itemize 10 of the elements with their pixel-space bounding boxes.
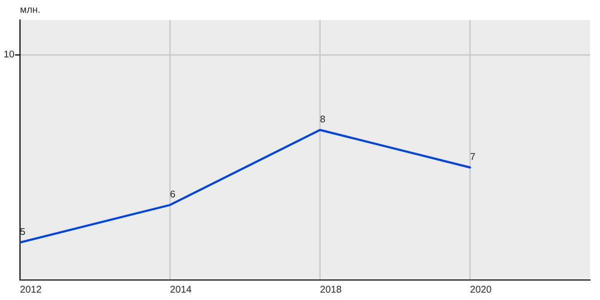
x-tick-label: 2012 bbox=[20, 286, 42, 293]
data-label: 7 bbox=[470, 153, 475, 160]
data-label: 6 bbox=[170, 190, 175, 198]
data-label: 8 bbox=[320, 116, 325, 122]
x-tick-label: 2020 bbox=[470, 286, 492, 293]
ref-line-label: 10 bbox=[4, 50, 14, 58]
x-tick-label: 2014 bbox=[170, 286, 192, 293]
x-tick-label: 2018 bbox=[320, 286, 342, 293]
data-label: 5 bbox=[20, 228, 25, 236]
text: млн. bbox=[20, 8, 40, 13]
